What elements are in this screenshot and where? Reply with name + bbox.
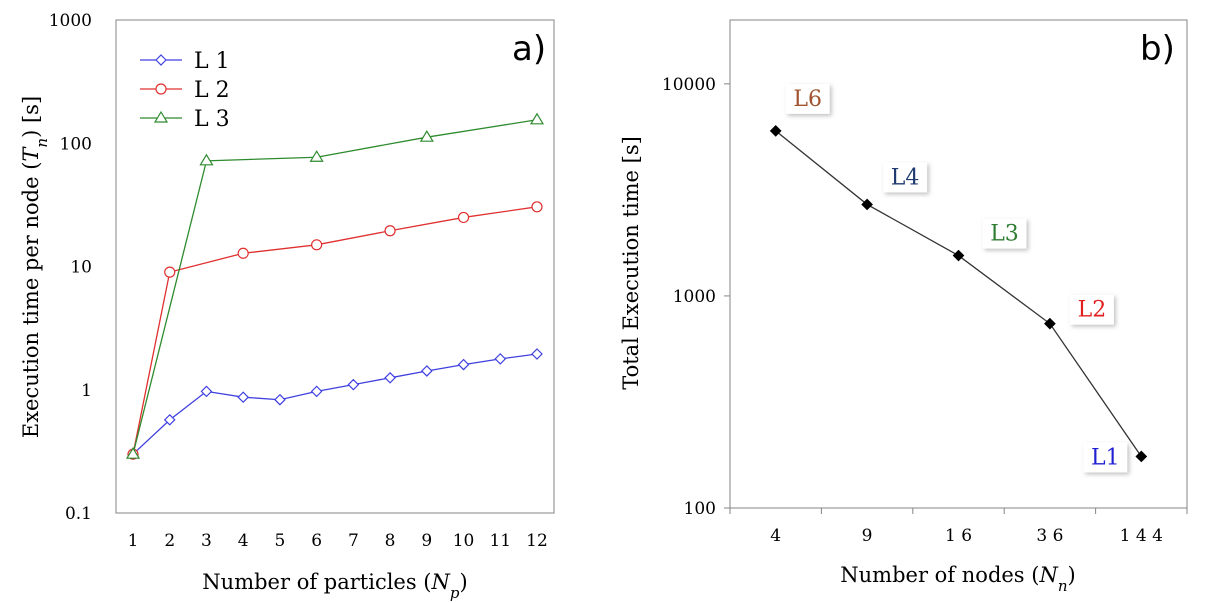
legend-marker — [155, 54, 167, 66]
chart-b-ticks: 100 1000 10000 4 9 1 6 3 6 1 4 4 — [662, 75, 1188, 546]
y-tick-label: 100 — [60, 134, 92, 154]
data-point — [457, 211, 470, 224]
legend-marker — [155, 83, 167, 95]
y-tick-label: 10 — [70, 258, 92, 278]
y-tick-label: 1000 — [49, 11, 92, 31]
y-tick-label: 100 — [684, 499, 716, 519]
x-tick-label: 9 — [421, 531, 432, 551]
legend-label: L 1 — [194, 49, 230, 74]
x-tick-label: 5 — [274, 531, 285, 551]
x-tick-label: 1 4 4 — [1120, 526, 1163, 546]
x-tick-label: 3 6 — [1036, 526, 1063, 546]
annotation-label: L2 — [1078, 298, 1107, 323]
data-point — [419, 130, 434, 142]
data-point — [531, 348, 543, 360]
data-point — [457, 358, 470, 371]
annotation-label: L6 — [793, 87, 822, 112]
data-point — [420, 365, 433, 377]
y-tick-label: 10000 — [662, 75, 716, 95]
x-tick-label: 10 — [453, 531, 475, 551]
chart-b-series — [769, 125, 1148, 463]
data-point — [164, 266, 176, 278]
x-tick-label: 9 — [862, 526, 873, 546]
data-point — [309, 150, 324, 162]
data-point — [531, 201, 543, 213]
data-point — [311, 239, 323, 251]
x-tick-label: 12 — [526, 531, 548, 551]
data-point — [861, 198, 873, 211]
chart-a-y-axis-label: Execution time per node (Tn) [s] — [19, 96, 51, 438]
data-point — [1044, 317, 1056, 330]
annotation-box — [883, 162, 928, 193]
data-point — [237, 247, 249, 259]
data-point — [125, 447, 141, 459]
annotation-label: L1 — [1091, 445, 1120, 470]
data-point — [384, 371, 396, 384]
data-point — [163, 413, 176, 426]
data-point — [347, 378, 360, 391]
x-tick-label: 11 — [489, 531, 511, 551]
x-tick-label: 3 — [201, 531, 212, 551]
chart-a-series — [125, 112, 545, 461]
data-point — [769, 125, 782, 137]
chart-b-annotations: L6 L4 L3 L2 L1 — [785, 83, 1128, 473]
annotation-label: L4 — [891, 165, 920, 190]
annotation-box — [785, 83, 830, 114]
data-point — [529, 112, 545, 125]
data-point — [384, 225, 396, 237]
x-tick-label: 4 — [238, 531, 249, 551]
annotation-box — [1083, 442, 1128, 473]
data-point — [494, 353, 507, 365]
chart-a-plot-area — [115, 19, 555, 514]
legend-label: L 2 — [194, 78, 230, 103]
legend-label: L 3 — [194, 107, 230, 132]
data-point — [1135, 450, 1148, 463]
series-line — [132, 353, 538, 455]
x-tick-label: 6 — [311, 531, 322, 551]
x-tick-label: 1 6 — [945, 526, 972, 546]
chart-b-x-axis-label: Number of nodes (Nn) — [840, 563, 1075, 595]
y-tick-label: 1 — [81, 381, 92, 401]
data-point — [237, 391, 250, 404]
annotation-box — [1069, 294, 1114, 325]
chart-b-y-axis-label: Total Execution time [s] — [619, 136, 643, 390]
chart-a-x-axis-label: Number of particles (Np) — [202, 570, 467, 602]
data-point — [199, 153, 214, 166]
x-tick-label: 1 — [128, 531, 139, 551]
chart-a-panel-label: a) — [512, 29, 546, 69]
x-tick-label: 8 — [385, 531, 396, 551]
data-point — [310, 385, 323, 398]
y-tick-label: 0.1 — [65, 504, 92, 524]
annotation-box — [982, 218, 1027, 249]
chart-b-panel-label: b) — [1140, 29, 1175, 69]
chart-a-legend: L 1 L 2 L 3 — [140, 49, 230, 132]
data-point — [952, 249, 965, 262]
data-point — [274, 393, 286, 406]
legend-marker — [153, 110, 169, 123]
x-tick-label: 4 — [770, 526, 781, 546]
data-point — [200, 385, 213, 398]
y-tick-label: 1000 — [673, 287, 716, 307]
x-tick-label: 2 — [164, 531, 175, 551]
annotation-label: L3 — [990, 222, 1019, 247]
x-tick-label: 7 — [348, 531, 359, 551]
